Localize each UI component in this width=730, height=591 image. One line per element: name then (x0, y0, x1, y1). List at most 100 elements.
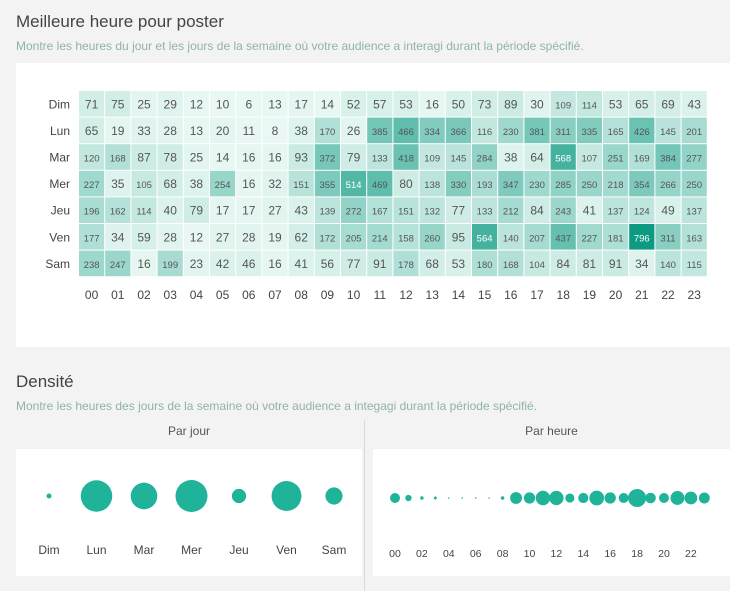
density-by-day-chart: Dim Lun Mar Mer Jeu Ven Sam (38, 480, 346, 557)
heatmap-col-label: 01 (111, 288, 125, 302)
heatmap-col-label: 03 (164, 288, 178, 302)
heatmap-cell (419, 91, 445, 117)
heatmap-cell (472, 117, 498, 144)
heatmap-cell (288, 224, 314, 250)
heatmap-col-label: 04 (190, 288, 204, 302)
heatmap-cell-value: 426 (634, 127, 650, 138)
hour-bubble (510, 492, 522, 504)
heatmap-cell-value: 145 (450, 154, 466, 165)
heatmap-cell-value: 62 (295, 230, 309, 244)
heatmap-cell-value: 311 (660, 233, 675, 244)
heatmap-cell (524, 224, 550, 250)
heatmap-cell-value: 14 (216, 151, 230, 165)
heatmap-cell-value: 140 (660, 260, 676, 271)
heatmap-cell-value: 52 (347, 97, 361, 111)
hour-label: 12 (551, 548, 563, 560)
heatmap-row-label: Sam (45, 257, 70, 271)
day-bubble (46, 493, 52, 499)
heatmap-cell (314, 144, 340, 170)
heatmap-cell-value: 330 (450, 180, 466, 191)
heatmap-cell (157, 224, 183, 250)
heatmap-cell-value: 162 (110, 207, 126, 218)
heatmap-cell-value: 199 (162, 260, 178, 271)
heatmap-cell (79, 250, 105, 277)
heatmap-cell (419, 170, 445, 197)
heatmap-cell (576, 170, 602, 197)
heatmap-cell-value: 80 (399, 177, 413, 191)
heatmap-cell-value: 104 (529, 260, 545, 271)
heatmap-cell (236, 91, 262, 117)
heatmap-cell-value: 116 (477, 127, 492, 138)
heatmap-cell (288, 197, 314, 223)
heatmap-cell-value: 40 (164, 204, 178, 218)
heatmap-cell (472, 144, 498, 170)
heatmap-cell (393, 197, 419, 223)
heatmap-cell-value: 145 (660, 127, 676, 138)
heatmap-cell (183, 224, 209, 250)
heatmap-cell-value: 109 (555, 100, 571, 111)
heatmap-cell (79, 117, 105, 144)
hour-bubble (618, 493, 629, 503)
heatmap-cell-value: 87 (137, 151, 151, 165)
hour-bubble (698, 492, 710, 504)
heatmap-cell (445, 170, 471, 197)
heatmap-cell-value: 16 (242, 177, 256, 191)
heatmap-cell (498, 91, 524, 117)
heatmap-cell (262, 170, 288, 197)
hour-bubble (565, 493, 575, 503)
heatmap-cell (210, 117, 236, 144)
heatmap-cell-value: 46 (242, 257, 256, 271)
heatmap-cell-value: 38 (295, 124, 309, 138)
heatmap-cell (157, 250, 183, 277)
heatmap-cell-value: 251 (608, 154, 624, 165)
heatmap-cell (262, 197, 288, 223)
heatmap-cell (655, 224, 681, 250)
heatmap-cell (419, 144, 445, 170)
heatmap-cell (288, 117, 314, 144)
heatmap-cell-value: 16 (426, 97, 440, 111)
heatmap-cell (262, 117, 288, 144)
heatmap-cell (183, 170, 209, 197)
hour-label: 02 (416, 548, 428, 560)
heatmap-cell (603, 197, 629, 223)
heatmap-cell (603, 91, 629, 117)
heatmap-cell-value: 27 (268, 204, 282, 218)
hour-label: 22 (685, 548, 697, 560)
heatmap-row-label: Mar (49, 151, 70, 165)
heatmap-cell (445, 224, 471, 250)
heatmap-cell-value: 17 (216, 204, 230, 218)
heatmap-cell (236, 144, 262, 170)
heatmap-cell (655, 250, 681, 277)
hour-bubble (500, 496, 505, 500)
heatmap-cell-value: 469 (372, 180, 388, 191)
heatmap-cell (393, 144, 419, 170)
heatmap-cell (79, 224, 105, 250)
heatmap-cell-value: 27 (216, 230, 230, 244)
heatmap-cell (367, 117, 393, 144)
heatmap-cell-value: 13 (190, 124, 204, 138)
heatmap-cell (445, 250, 471, 277)
heatmap-cell (498, 250, 524, 277)
heatmap-cell (314, 117, 340, 144)
heatmap-cell-value: 354 (634, 180, 650, 191)
heatmap-cell (157, 91, 183, 117)
heatmap-cell-value: 366 (450, 127, 466, 138)
heatmap-cell-value: 124 (634, 207, 650, 218)
heatmap-cell-value: 384 (660, 154, 676, 165)
heatmap-cell (157, 170, 183, 197)
heatmap-cell (131, 197, 157, 223)
heatmap-cell (341, 91, 367, 117)
heatmap-cell-value: 167 (372, 207, 388, 218)
heatmap-cell-value: 49 (661, 204, 675, 218)
heatmap-cell (131, 91, 157, 117)
heatmap-cell-value: 73 (478, 97, 492, 111)
heatmap-cell (603, 224, 629, 250)
par-heure-label: Par heure (525, 424, 578, 438)
heatmap-cell-value: 227 (84, 180, 100, 191)
hour-bubble (684, 491, 698, 505)
heatmap-cell (393, 250, 419, 277)
heatmap-row-label: Dim (49, 97, 70, 111)
heatmap-cell-value: 19 (111, 124, 125, 138)
heatmap-cell (236, 224, 262, 250)
heatmap-cell (210, 91, 236, 117)
